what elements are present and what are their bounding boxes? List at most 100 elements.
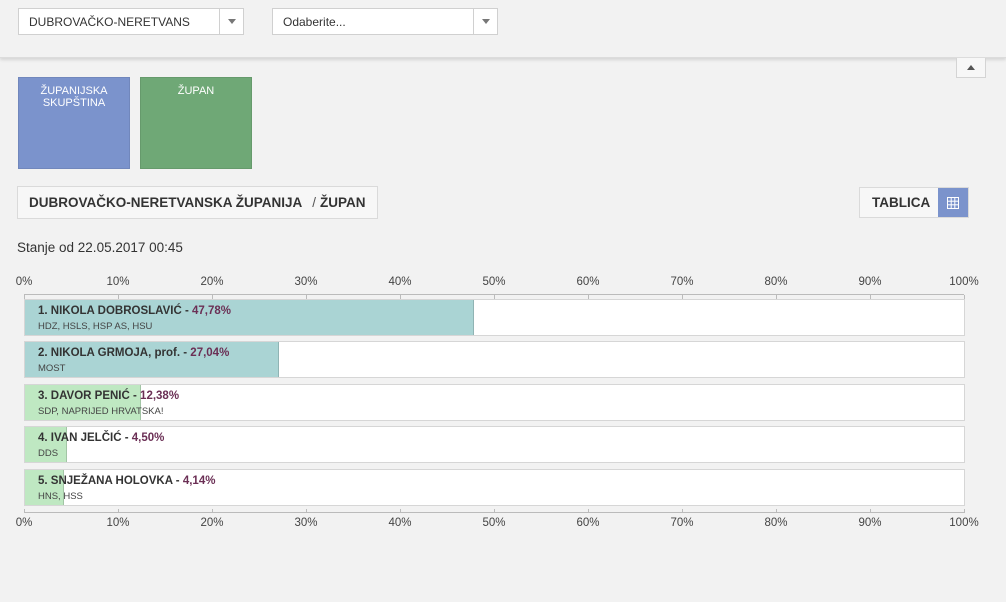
- axis-tick-label: 10%: [106, 276, 130, 288]
- name-separator: -: [121, 432, 132, 445]
- tile-label: ŽUPANIJSKA SKUPŠTINA: [40, 85, 108, 109]
- candidate-name-text: 1. NIKOLA DOBROSLAVIĆ: [38, 305, 182, 317]
- candidate-percent: 27,04%: [190, 347, 230, 360]
- candidate-row: 1. NIKOLA DOBROSLAVIĆ - 47,78% HDZ, HSLS,…: [24, 299, 965, 336]
- candidate-bar: [25, 300, 475, 335]
- axis-tick-mark: [306, 509, 307, 513]
- caret-up-icon: [967, 65, 975, 70]
- county-select-value: DUBROVAČKO-NERETVANS: [29, 15, 190, 29]
- chevron-down-icon[interactable]: [473, 9, 497, 34]
- axis-tick-mark: [24, 509, 25, 513]
- candidate-row: 4. IVAN JELČIĆ - 4,50% DDS: [24, 426, 965, 464]
- candidate-party: HNS, HSS: [38, 490, 83, 502]
- candidate-percent: 4,50%: [131, 432, 165, 445]
- axis-tick-mark: [212, 295, 213, 299]
- axis-tick-mark: [776, 509, 777, 513]
- name-separator: -: [180, 347, 191, 360]
- axis-tick-mark: [870, 509, 871, 513]
- axis-tick-mark: [306, 295, 307, 299]
- axis-tick-mark: [400, 509, 401, 513]
- results-timestamp: Stanje od 22.05.2017 00:45: [17, 240, 183, 255]
- county-select[interactable]: DUBROVAČKO-NERETVANS: [18, 8, 244, 35]
- collapse-filters-button[interactable]: [956, 58, 986, 78]
- table-view-button[interactable]: TABLICA: [859, 187, 970, 218]
- axis-tick-mark: [212, 509, 213, 513]
- name-separator: -: [181, 305, 192, 317]
- axis-tick-label: 60%: [576, 276, 600, 288]
- candidate-percent: 12,38%: [140, 389, 180, 402]
- axis-tick-label: 90%: [858, 517, 882, 529]
- candidate-name: 2. NIKOLA GRMOJA, prof. - 27,04%: [38, 347, 229, 359]
- axis-tick-label: 100%: [949, 276, 979, 288]
- axis-tick-label: 30%: [294, 276, 318, 288]
- axis-tick-mark: [494, 509, 495, 513]
- axis-tick-label: 100%: [949, 517, 979, 529]
- municipality-select-value: Odaberite...: [283, 15, 346, 29]
- breadcrumb-separator: /: [312, 195, 317, 210]
- axis-tick-mark: [400, 295, 401, 299]
- chevron-down-icon[interactable]: [219, 9, 243, 34]
- candidate-name: 1. NIKOLA DOBROSLAVIĆ - 47,78%: [38, 305, 231, 317]
- axis-tick-mark: [118, 295, 119, 299]
- filter-bar: DUBROVAČKO-NERETVANS Odaberite...: [0, 0, 1006, 58]
- axis-tick-label: 0%: [15, 517, 33, 529]
- axis-tick-mark: [24, 295, 25, 299]
- axis-tick-label: 20%: [200, 276, 224, 288]
- axis-tick-label: 30%: [294, 517, 318, 529]
- tile-county-assembly[interactable]: ŽUPANIJSKA SKUPŠTINA: [18, 77, 130, 169]
- axis-tick-label: 60%: [576, 517, 600, 529]
- tile-county-prefect[interactable]: ŽUPAN: [140, 77, 252, 169]
- axis-tick-label: 40%: [388, 517, 412, 529]
- name-separator: -: [129, 389, 141, 402]
- candidate-bar: [25, 384, 142, 420]
- candidate-name: 5. SNJEŽANA HOLOVKA - 4,14%: [38, 475, 215, 487]
- name-separator: -: [172, 474, 183, 487]
- axis-tick-mark: [588, 509, 589, 513]
- municipality-select[interactable]: Odaberite...: [272, 8, 498, 35]
- candidate-percent: 47,78%: [192, 305, 232, 317]
- candidate-percent: 4,14%: [182, 474, 216, 487]
- candidate-name-text: 5. SNJEŽANA HOLOVKA: [38, 474, 173, 487]
- axis-line-top: [24, 294, 965, 299]
- axis-tick-mark: [870, 295, 871, 299]
- axis-tick-mark: [682, 295, 683, 299]
- tile-label: ŽUPAN: [177, 85, 215, 97]
- candidate-party: DDS: [38, 448, 59, 460]
- axis-tick-mark: [964, 295, 965, 299]
- axis-tick-label: 80%: [764, 517, 788, 529]
- axis-tick-label: 90%: [858, 276, 882, 288]
- candidate-name-text: 2. NIKOLA GRMOJA, prof.: [38, 347, 181, 360]
- axis-tick-label: 20%: [200, 517, 224, 529]
- candidate-bar: [25, 427, 68, 463]
- axis-tick-label: 50%: [482, 517, 506, 529]
- candidate-name-text: 4. IVAN JELČIĆ: [38, 432, 122, 445]
- table-grid-icon: [938, 188, 969, 217]
- candidate-row: 3. DAVOR PENIĆ - 12,38% SDP, NAPRIJED HRV…: [24, 383, 965, 421]
- axis-top: 0% 10% 20% 30% 40% 50% 60% 70% 80% 90% 100%: [0, 276, 1006, 292]
- axis-tick-label: 50%: [482, 276, 506, 288]
- axis-tick-label: 70%: [670, 517, 694, 529]
- axis-tick-mark: [964, 509, 965, 513]
- candidate-name: 4. IVAN JELČIĆ - 4,50%: [38, 432, 164, 444]
- axis-tick-mark: [494, 295, 495, 299]
- candidate-party: HDZ, HSLS, HSP AS, HSU: [38, 321, 153, 332]
- candidate-row: 2. NIKOLA GRMOJA, prof. - 27,04% MOST: [24, 341, 965, 379]
- candidate-name: 3. DAVOR PENIĆ - 12,38%: [38, 390, 179, 402]
- axis-tick-label: 0%: [15, 276, 33, 288]
- candidate-bar: [25, 469, 64, 505]
- axis-tick-mark: [588, 295, 589, 299]
- axis-tick-label: 40%: [388, 276, 412, 288]
- axis-line-bottom: [24, 509, 965, 513]
- axis-bottom: 0% 10% 20% 30% 40% 50% 60% 70% 80% 90% 100%: [0, 517, 1006, 533]
- breadcrumb-section: ŽUPAN: [320, 195, 366, 210]
- breadcrumb: DUBROVAČKO-NERETVANSKA ŽUPANIJA / ŽUPAN: [17, 186, 378, 219]
- candidate-row: 5. SNJEŽANA HOLOVKA - 4,14% HNS, HSS: [24, 468, 965, 506]
- breadcrumb-county[interactable]: DUBROVAČKO-NERETVANSKA ŽUPANIJA: [29, 195, 303, 210]
- axis-tick-label: 80%: [764, 276, 788, 288]
- axis-tick-label: 10%: [106, 517, 130, 529]
- table-view-label: TABLICA: [872, 195, 931, 210]
- candidate-name-text: 3. DAVOR PENIĆ: [38, 389, 130, 402]
- axis-tick-mark: [682, 509, 683, 513]
- candidate-party: SDP, NAPRIJED HRVATSKA!: [38, 405, 164, 417]
- candidate-bar: [25, 342, 280, 378]
